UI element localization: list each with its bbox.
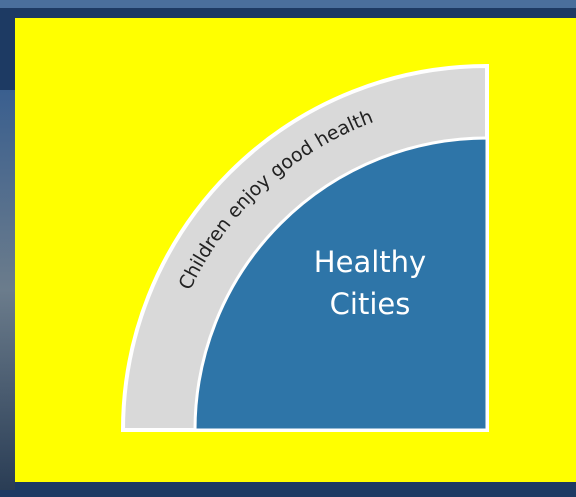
page: Children enjoy good health Healthy Citie… (0, 0, 576, 497)
top-strip (0, 0, 576, 8)
screen: Children enjoy good health Healthy Citie… (0, 0, 576, 497)
left-strip (0, 90, 15, 490)
inner-label-line: Cities (330, 287, 411, 321)
inner-label-line: Healthy (314, 245, 426, 279)
